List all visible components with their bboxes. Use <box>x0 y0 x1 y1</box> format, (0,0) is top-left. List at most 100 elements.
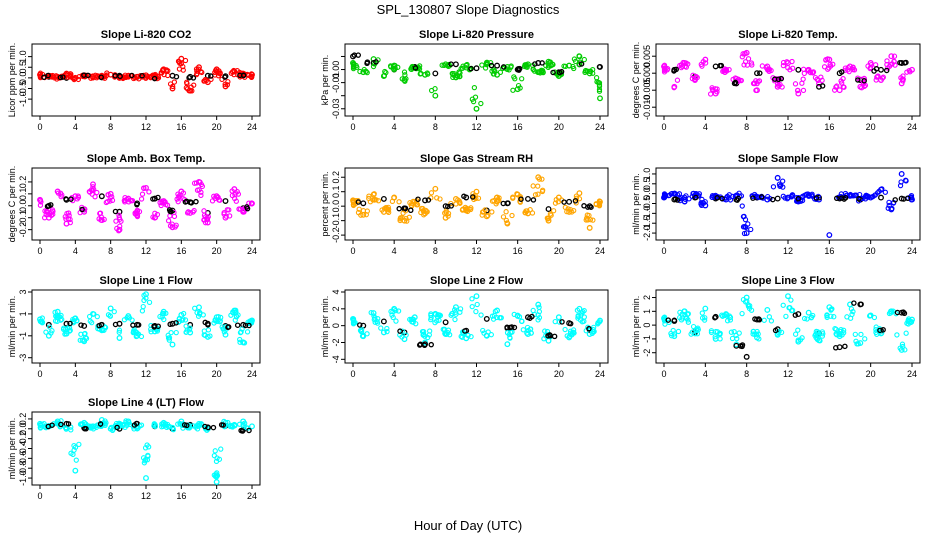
data-point <box>753 87 759 94</box>
data-point <box>478 100 484 107</box>
data-point <box>580 309 586 315</box>
data-point <box>742 216 749 223</box>
x-tick-label: 0 <box>37 491 42 501</box>
data-point <box>215 313 221 320</box>
data-point-dark <box>561 199 567 205</box>
data-point-dark <box>222 198 229 204</box>
points <box>350 293 603 349</box>
data-point <box>404 218 410 224</box>
data-point <box>471 84 478 91</box>
y-tick-label: -0.1 <box>331 213 341 229</box>
data-point-dark <box>795 66 802 73</box>
x-tick-label: 20 <box>866 369 876 379</box>
data-point <box>222 331 229 338</box>
data-point <box>739 310 745 317</box>
data-point <box>523 64 529 70</box>
data-point <box>180 67 186 73</box>
data-point <box>752 331 758 338</box>
data-point <box>698 61 704 68</box>
data-point-dark <box>79 206 85 213</box>
data-point-dark <box>462 328 468 334</box>
data-point-dark <box>901 310 908 317</box>
data-point <box>387 63 394 69</box>
data-point <box>527 207 533 213</box>
x-tick-label: 8 <box>108 246 113 256</box>
data-point <box>470 98 477 105</box>
data-point <box>825 66 831 72</box>
data-point-dark <box>757 70 763 76</box>
y-tick-label: 1.0 <box>642 168 652 181</box>
data-point <box>94 189 100 196</box>
data-point <box>192 305 198 311</box>
data-point <box>79 421 85 427</box>
data-point <box>536 176 543 182</box>
data-point-dark <box>97 421 104 427</box>
data-point <box>143 475 149 482</box>
data-point <box>49 207 56 213</box>
data-point <box>219 324 225 330</box>
data-point <box>136 76 142 82</box>
data-point <box>562 326 568 333</box>
data-point <box>76 441 82 448</box>
data-point <box>100 74 106 80</box>
data-point <box>229 69 236 75</box>
data-point <box>780 178 786 184</box>
data-point <box>180 316 186 322</box>
data-point <box>107 190 114 197</box>
data-point <box>792 81 799 87</box>
x-tick-label: 20 <box>554 246 564 256</box>
data-point <box>350 201 357 207</box>
data-point <box>226 207 232 213</box>
data-point <box>850 64 856 70</box>
data-point <box>841 84 847 90</box>
x-tick-label: 0 <box>661 122 666 132</box>
data-point <box>449 311 455 317</box>
y-tick-label: -1 <box>18 332 28 340</box>
data-point <box>383 70 389 76</box>
data-point <box>196 304 202 311</box>
x-tick-label: 16 <box>824 122 834 132</box>
data-point <box>830 61 836 67</box>
data-point <box>151 421 157 427</box>
data-point <box>88 75 94 81</box>
data-point <box>742 51 748 57</box>
x-tick-label: 8 <box>433 122 438 132</box>
data-point <box>780 184 786 190</box>
data-point <box>586 68 593 75</box>
data-point-dark <box>181 422 188 428</box>
data-point <box>518 318 525 324</box>
data-point <box>91 186 97 192</box>
data-point <box>535 183 541 189</box>
data-point <box>143 184 149 191</box>
data-point <box>358 212 364 218</box>
data-point <box>434 195 440 201</box>
y-tick-label: -4 <box>331 355 341 363</box>
data-point <box>384 325 390 332</box>
data-point <box>515 82 522 89</box>
data-point <box>494 198 500 204</box>
data-point <box>67 220 73 226</box>
data-point <box>597 95 603 102</box>
data-point-dark <box>588 204 594 210</box>
data-point <box>212 448 218 454</box>
data-point <box>712 334 718 340</box>
data-point <box>114 225 120 232</box>
panel-2: Slope Li-820 Pressure 0 4 8 12 16 20 24 -0.03 -0.… <box>320 29 609 132</box>
data-point <box>888 53 895 60</box>
data-point-dark <box>81 72 87 78</box>
x-tick-label: 8 <box>108 122 113 132</box>
data-point <box>824 314 830 321</box>
data-point <box>116 212 122 218</box>
data-point <box>458 65 464 72</box>
data-point-dark <box>900 309 907 315</box>
x-tick-label: 8 <box>744 369 749 379</box>
data-point <box>535 191 541 197</box>
data-point <box>686 196 692 202</box>
data-point <box>161 71 167 78</box>
panel-7: Slope Line 1 Flow 0 4 8 12 16 20 24 -3 -1 1 3ml/min… <box>7 275 261 379</box>
data-point <box>189 88 195 94</box>
data-point <box>443 331 450 337</box>
data-point <box>483 332 490 339</box>
data-point-dark <box>173 73 180 80</box>
data-point <box>790 192 796 199</box>
